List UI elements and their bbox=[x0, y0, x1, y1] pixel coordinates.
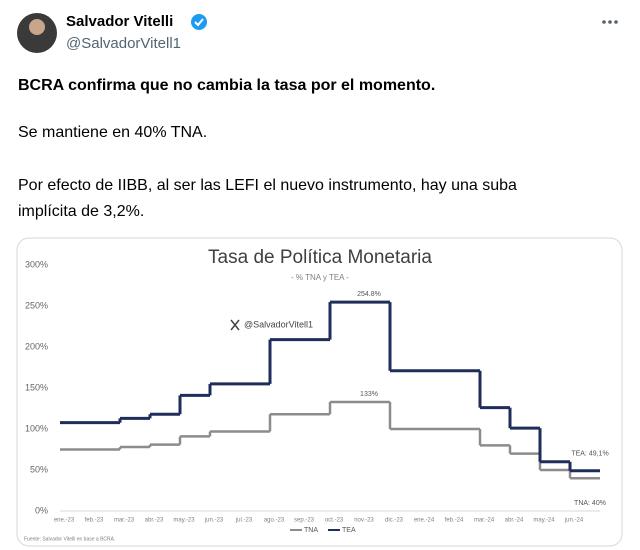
author-handle[interactable]: @SalvadorVitell1 bbox=[66, 35, 181, 52]
x-tick-label: may.-24 bbox=[533, 518, 555, 524]
annotation: 254.8% bbox=[357, 291, 381, 298]
x-tick-label: jun.-24 bbox=[564, 518, 584, 524]
x-tick-label: ene.-24 bbox=[414, 518, 435, 524]
x-tick-label: mar.-24 bbox=[474, 518, 495, 524]
x-tick-label: ene.-23 bbox=[54, 518, 75, 524]
annotation: TNA: 40% bbox=[574, 500, 606, 507]
tweet-text: Por efecto de IIBB, al ser las LEFI el n… bbox=[18, 177, 517, 194]
x-tick-label: dic.-23 bbox=[385, 518, 404, 524]
chart: Tasa de Política Monetaria - % TNA y TEA … bbox=[24, 247, 609, 542]
x-tick-label: feb.-24 bbox=[445, 518, 464, 524]
x-tick-label: jul.-23 bbox=[235, 518, 253, 524]
y-tick-label: 200% bbox=[25, 341, 48, 351]
watermark: @SalvadorVitell1 bbox=[244, 319, 313, 329]
x-tick-label: mar.-23 bbox=[114, 518, 135, 524]
x-tick-label: jun.-23 bbox=[204, 518, 224, 524]
y-tick-label: 50% bbox=[30, 464, 48, 474]
verified-badge bbox=[191, 14, 207, 30]
x-tick-label: may.-23 bbox=[173, 518, 195, 524]
tweet-text: Se mantiene en 40% TNA. bbox=[18, 124, 207, 141]
annotation: 133% bbox=[360, 391, 378, 398]
author-name[interactable]: Salvador Vitelli bbox=[66, 13, 173, 30]
annotation: TEA: 49,1% bbox=[571, 451, 608, 458]
x-tick-label: ago.-23 bbox=[264, 518, 285, 524]
watermark-logo bbox=[230, 319, 240, 331]
chart-title: Tasa de Política Monetaria bbox=[208, 247, 432, 268]
y-tick-label: 250% bbox=[25, 300, 48, 310]
x-tick-label: sep.-23 bbox=[294, 518, 315, 524]
y-tick-label: 0% bbox=[35, 505, 48, 515]
source: Fuente: Salvador Vitelli en base a BCRA. bbox=[24, 536, 115, 542]
y-tick-label: 150% bbox=[25, 382, 48, 392]
legend-label: TEA bbox=[342, 527, 356, 534]
x-tick-label: abr.-23 bbox=[145, 518, 164, 524]
chart-subtitle: - % TNA y TEA - bbox=[291, 273, 349, 282]
y-tick-label: 300% bbox=[25, 259, 48, 269]
x-tick-label: abr.-24 bbox=[505, 518, 524, 524]
verified-check bbox=[194, 18, 204, 27]
tweet-text: implícita de 3,2%. bbox=[18, 203, 144, 220]
avatar-face bbox=[29, 19, 45, 35]
media-frame[interactable] bbox=[16, 237, 623, 547]
more-menu[interactable] bbox=[602, 20, 618, 24]
x-tick-label: nov.-23 bbox=[354, 518, 374, 524]
y-tick-label: 100% bbox=[25, 423, 48, 433]
x-tick-label: feb.-23 bbox=[85, 518, 104, 524]
legend-label: TNA bbox=[304, 527, 318, 534]
x-tick-label: oct.-23 bbox=[325, 518, 344, 524]
tweet-text: BCRA confirma que no cambia la tasa por … bbox=[18, 77, 435, 94]
